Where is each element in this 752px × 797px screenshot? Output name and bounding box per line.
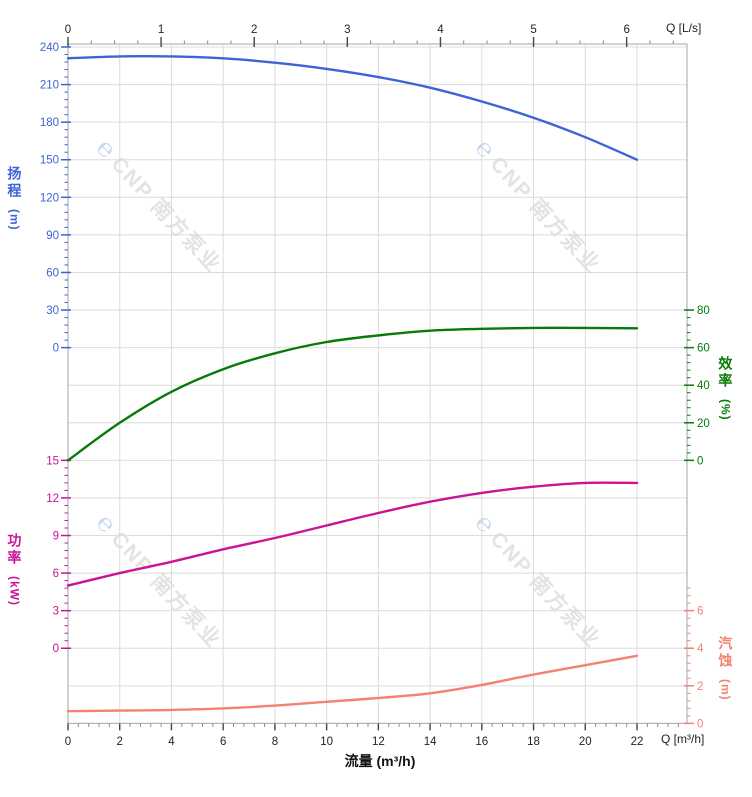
head-axis-title-text: 扬程 (6, 166, 23, 200)
tick-label: 0 (53, 643, 59, 655)
tick-label: 150 (40, 155, 59, 167)
tick-label: 10 (320, 736, 333, 748)
tick-label: 6 (623, 24, 629, 36)
head-axis-unit: (m) (7, 209, 22, 231)
efficiency-axis (684, 309, 694, 462)
tick-label: 2 (697, 681, 703, 693)
tick-label: 0 (65, 24, 71, 36)
head-axis (61, 46, 71, 349)
tick-label: 14 (424, 736, 437, 748)
bottom-axis-unit-label: Q [m³/h] (661, 732, 705, 746)
efficiency-axis-unit: (%) (718, 399, 733, 421)
tick-label: 20 (579, 736, 592, 748)
tick-label: 60 (697, 343, 710, 355)
npsh-axis-title: 汽蚀 (m) (717, 636, 734, 701)
tick-label: 1 (158, 24, 164, 36)
tick-label: 6 (697, 606, 703, 618)
npsh-axis-title-text: 汽蚀 (717, 636, 734, 670)
power-axis-title: 功率 (kW) (6, 533, 23, 606)
tick-label: 9 (53, 531, 59, 543)
tick-label: 4 (168, 736, 175, 748)
efficiency-axis-title: 效率 (%) (717, 356, 734, 421)
tick-label: 6 (53, 568, 59, 580)
tick-label: 8 (272, 736, 278, 748)
tick-label: 0 (697, 455, 703, 467)
tick-label: 18 (527, 736, 540, 748)
tick-label: 40 (697, 380, 710, 392)
head-curve (66, 54, 639, 161)
tick-label: 210 (40, 80, 59, 92)
npsh-axis (684, 587, 694, 725)
top-axis-unit-label: Q [L/s] (666, 21, 702, 35)
tick-label: 120 (40, 192, 59, 204)
tick-label: 2 (251, 24, 257, 36)
tick-label: 0 (697, 718, 703, 730)
plot-border (67, 43, 688, 725)
tick-label: 3 (344, 24, 350, 36)
tick-label: 90 (46, 230, 59, 242)
tick-label: 20 (697, 418, 710, 430)
head-axis-title: 扬程 (m) (6, 166, 23, 231)
tick-label: 15 (46, 455, 59, 467)
tick-label: 2 (117, 736, 123, 748)
tick-label: 4 (697, 643, 704, 655)
npsh-axis-unit: (m) (718, 679, 733, 701)
bottom-axis (67, 723, 679, 731)
tick-label: 5 (530, 24, 536, 36)
tick-label: 12 (372, 736, 385, 748)
flow-axis-title: 流量 (m³/h) (344, 753, 416, 769)
tick-label: 3 (53, 606, 59, 618)
power-axis-unit: (kW) (7, 576, 22, 606)
efficiency-curve (66, 326, 639, 462)
grid (67, 44, 687, 724)
power-axis-title-text: 功率 (6, 533, 23, 567)
npsh-curve (66, 654, 639, 713)
power-axis (61, 459, 71, 649)
tick-label: 16 (475, 736, 488, 748)
tick-label: 30 (46, 305, 59, 317)
tick-label: 60 (46, 267, 59, 279)
tick-label: 0 (53, 343, 59, 355)
power-curve (66, 481, 639, 587)
tick-label: 240 (40, 42, 59, 54)
tick-label: 180 (40, 117, 59, 129)
tick-label: 22 (631, 736, 644, 748)
top-axis (67, 37, 674, 47)
tick-label: 80 (697, 305, 710, 317)
tick-label: 12 (46, 493, 59, 505)
tick-label: 0 (65, 736, 71, 748)
tick-label: 4 (437, 24, 444, 36)
efficiency-axis-title-text: 效率 (717, 356, 734, 390)
tick-label: 6 (220, 736, 226, 748)
